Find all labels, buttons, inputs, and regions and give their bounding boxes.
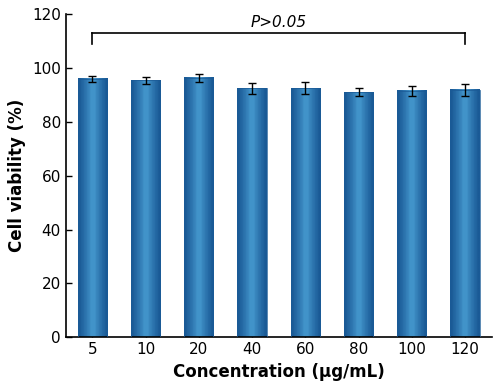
Bar bbox=[238, 88, 266, 337]
Bar bbox=[450, 90, 480, 337]
Bar bbox=[131, 80, 160, 337]
Bar bbox=[344, 92, 373, 337]
Text: P>0.05: P>0.05 bbox=[250, 16, 306, 30]
Bar bbox=[290, 88, 320, 337]
Bar bbox=[184, 78, 214, 337]
X-axis label: Concentration (μg/mL): Concentration (μg/mL) bbox=[173, 363, 384, 381]
Bar bbox=[78, 79, 107, 337]
Bar bbox=[397, 91, 426, 337]
Y-axis label: Cell viability (%): Cell viability (%) bbox=[8, 99, 26, 252]
